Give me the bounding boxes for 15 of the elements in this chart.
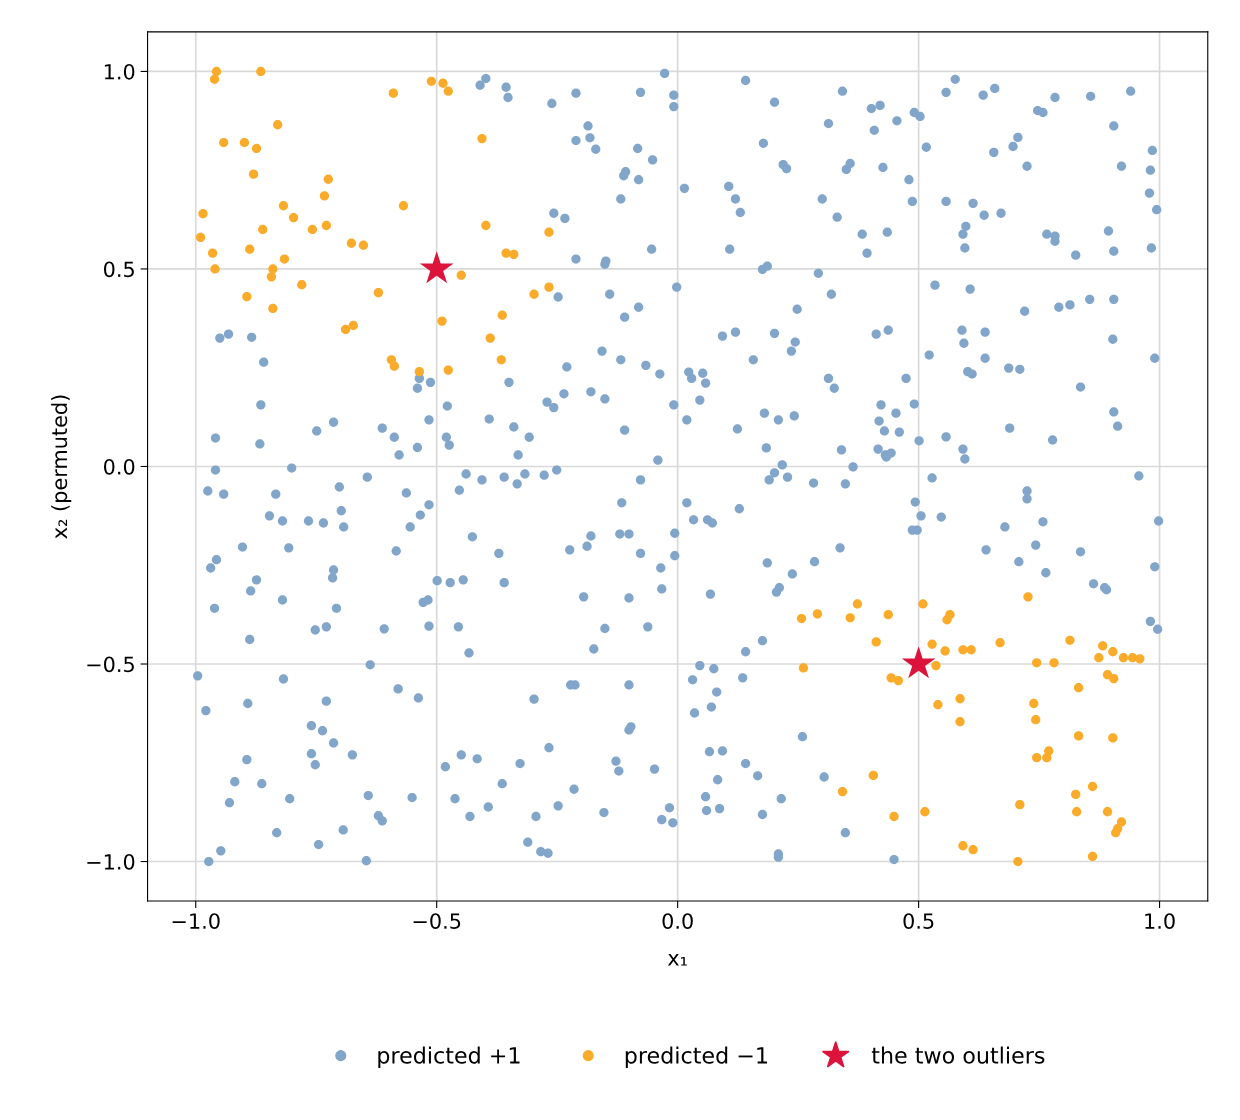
y-tick-label: 0.5 <box>104 261 134 278</box>
x-tick-label: 1.0 <box>1145 913 1175 929</box>
x-tick-label: 0.5 <box>903 913 934 929</box>
legend-label: the two outliers <box>871 1046 1045 1064</box>
x-axis-title: x₁ <box>667 954 687 966</box>
y-tick-label: −1.0 <box>87 853 135 870</box>
legend-label: predicted −1 <box>625 1046 767 1069</box>
y-tick-label: −0.5 <box>87 656 134 673</box>
y-axis-title: x₂ (permuted) <box>51 395 72 539</box>
y-tick-label: 0.0 <box>104 458 135 475</box>
x-tick-label: −1.0 <box>172 913 220 929</box>
x-tick-label: 0.0 <box>662 913 693 929</box>
legend-label: predicted +1 <box>378 1046 520 1069</box>
x-tick-label: −0.5 <box>413 913 461 929</box>
y-tick-label: 1.0 <box>104 63 135 80</box>
